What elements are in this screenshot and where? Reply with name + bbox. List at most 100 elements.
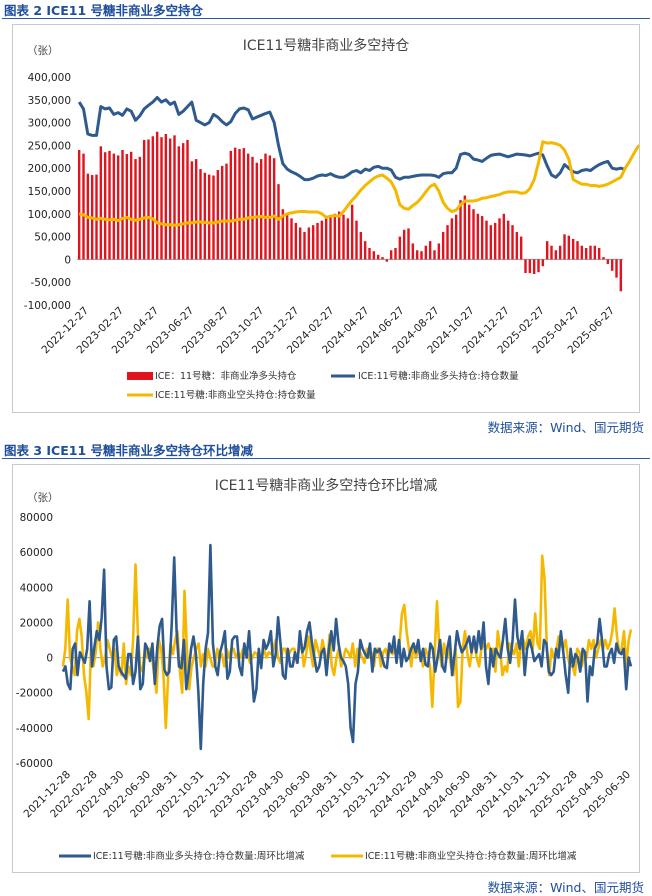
net-long-bar [233, 147, 237, 260]
chart-1-title: ICE11号糖非商业多空持仓 [243, 37, 410, 54]
net-long-bar [147, 139, 150, 260]
net-long-bar [506, 220, 510, 260]
net-long-bar [207, 174, 211, 260]
chart-1-svg: ICE11号糖非商业多空持仓 （张） -100,000 -50,000 0 50,00… [24, 37, 639, 401]
net-long-bar [515, 232, 519, 260]
net-long-bar [337, 211, 341, 260]
figure-3-heading: 图表 3 ICE11 号糖非商业多空持仓环比增减 [4, 443, 254, 458]
net-long-bar [151, 136, 155, 260]
net-long-bar [476, 213, 480, 260]
net-long-bar [316, 222, 319, 260]
net-long-bar [129, 151, 133, 260]
net-long-bar [463, 195, 467, 260]
net-long-bar [489, 225, 493, 260]
legend-net-long-swatch [127, 372, 153, 380]
long-position-line [77, 96, 626, 182]
net-long-bar [277, 184, 280, 260]
net-long-bar [290, 218, 293, 260]
net-long-bar [485, 220, 488, 260]
y-tick-label: 0 [46, 653, 53, 665]
net-long-bar [446, 225, 449, 260]
net-long-bar [116, 155, 120, 260]
net-long-bar [433, 250, 436, 260]
net-long-bar [376, 254, 380, 260]
net-long-bar [212, 175, 215, 260]
net-long-bar [428, 241, 432, 260]
net-long-bar [108, 150, 111, 260]
y-tick-label: -60000 [16, 758, 53, 770]
figure-2-heading-rule [2, 18, 650, 19]
y-tick-label: 20000 [20, 617, 53, 629]
net-long-bar [82, 153, 85, 260]
legend-net-long-label: ICE：11号糖：非商业净多头持仓 [155, 370, 297, 382]
net-long-bar [363, 241, 367, 260]
net-long-bar [181, 143, 185, 260]
net-long-bar [112, 153, 116, 260]
net-long-bar [229, 150, 233, 260]
net-long-bar [593, 245, 597, 260]
net-long-bar [324, 218, 328, 260]
net-long-bar [389, 250, 393, 260]
net-long-bar [567, 235, 571, 260]
net-long-bar [311, 225, 315, 260]
net-long-bar [619, 259, 623, 292]
net-long-bar [519, 236, 523, 260]
net-long-bar [268, 155, 272, 260]
net-long-bar [424, 245, 428, 260]
net-long-bar [155, 131, 159, 260]
net-long-bar [177, 146, 181, 260]
net-long-bar [259, 159, 263, 260]
net-long-bar [298, 227, 302, 260]
net-long-bar [368, 248, 371, 260]
net-long-bar [511, 225, 514, 260]
figure-2-heading: 图表 2 ICE11 号糖非商业多空持仓 [4, 3, 204, 18]
net-long-bar [584, 248, 588, 260]
chart-2-panel: ICE11号糖非商业多空持仓环比增减 （张） -60000 -40000 -2000… [12, 464, 640, 873]
net-long-bar [415, 250, 419, 260]
net-long-bar [411, 243, 415, 260]
net-long-bar [606, 259, 610, 264]
y-tick-label: 300,000 [28, 118, 71, 130]
net-long-bar [454, 214, 458, 260]
net-long-bar [571, 238, 575, 260]
net-long-bar [610, 259, 614, 271]
net-long-bar [125, 154, 129, 260]
short-position-line [78, 140, 639, 227]
net-long-bar [563, 234, 566, 260]
net-long-bar [545, 241, 549, 260]
net-long-bar [255, 162, 259, 260]
net-long-bar [220, 165, 224, 260]
net-long-bar [558, 245, 562, 260]
net-long-bar [142, 139, 146, 260]
y-tick-label: -50,000 [30, 277, 71, 289]
net-long-bar [407, 228, 410, 260]
y-tick-label: 250,000 [28, 140, 71, 152]
long-change-line [61, 543, 633, 751]
net-long-bar [359, 232, 363, 260]
y-tick-label: 400,000 [28, 72, 71, 84]
net-long-bar [303, 232, 306, 260]
net-long-bar [576, 241, 579, 260]
net-long-bar [285, 213, 289, 260]
chart-2-unit-label: （张） [27, 492, 59, 504]
net-long-bar [493, 222, 497, 260]
net-long-bar [173, 135, 176, 260]
net-long-bar [103, 152, 107, 260]
net-long-bar [467, 204, 471, 260]
net-long-bar [420, 251, 423, 260]
net-long-bar [589, 245, 592, 260]
net-long-bar [580, 245, 584, 260]
net-long-bar [355, 220, 358, 260]
y-tick-label: -100,000 [24, 300, 71, 312]
net-long-bar [498, 218, 501, 260]
legend-long-label: ICE:11号糖:非商业多头持仓:持仓数量 [358, 370, 519, 382]
net-long-bar [385, 259, 389, 262]
y-tick-label: 40000 [20, 582, 53, 594]
chart-2-title: ICE11号糖非商业多空持仓环比增减 [215, 477, 438, 494]
y-tick-label: 100,000 [28, 209, 71, 221]
short-change-line [61, 554, 633, 730]
net-long-bar [164, 134, 168, 260]
net-long-bar [134, 159, 137, 260]
net-long-bar [272, 158, 276, 260]
y-tick-label: -20000 [16, 688, 53, 700]
